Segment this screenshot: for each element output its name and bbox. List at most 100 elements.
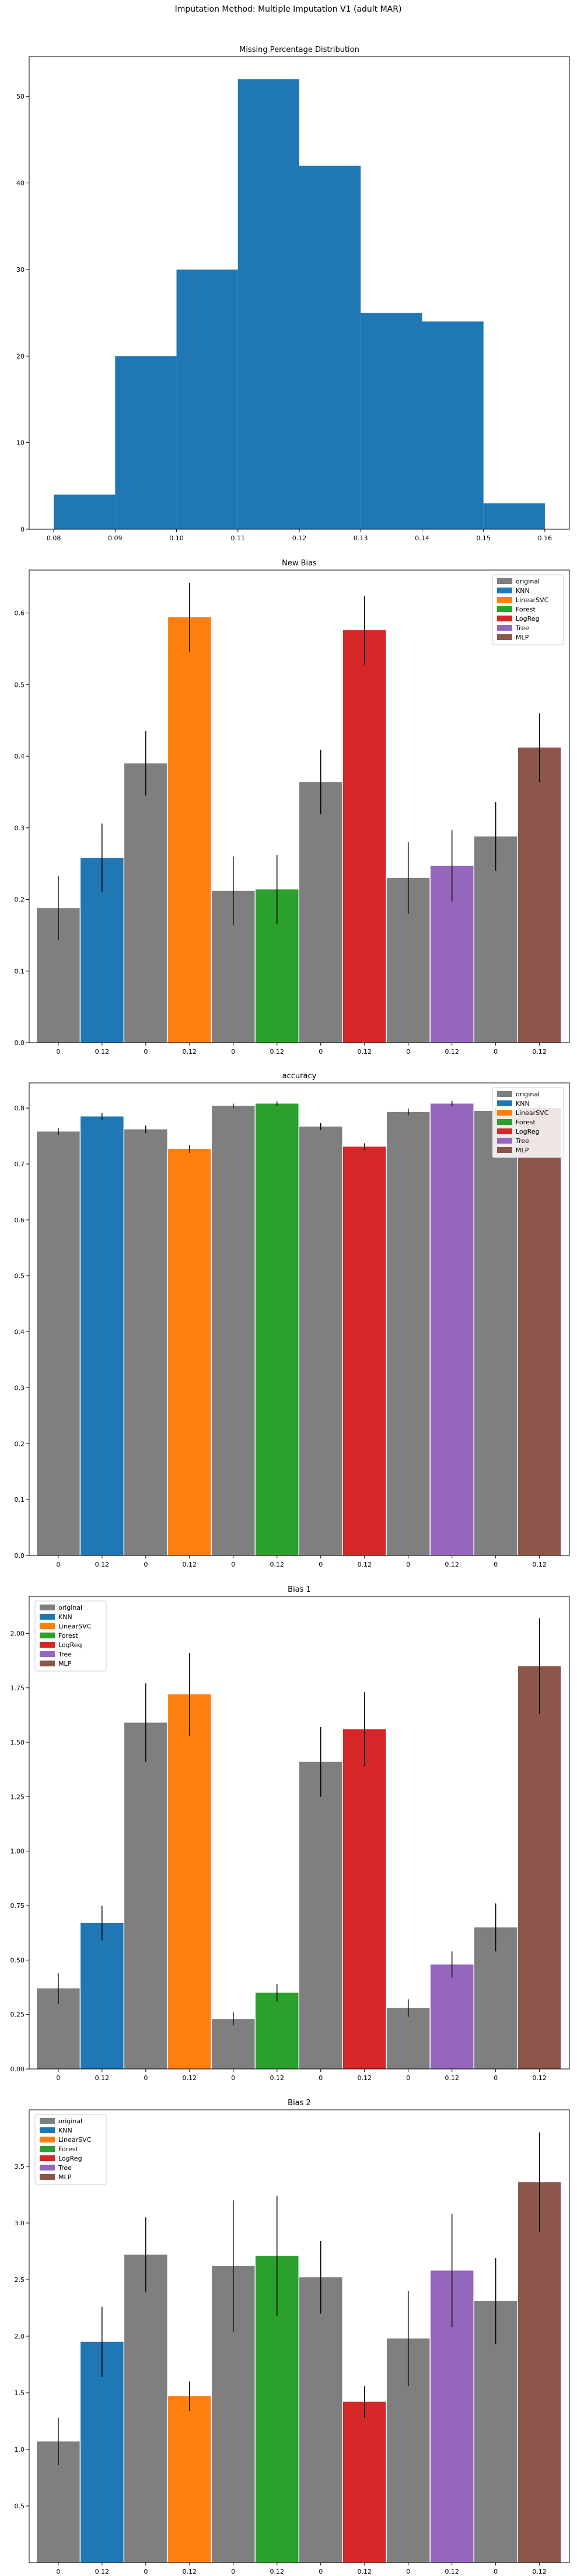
x-tick-label: 0.12: [357, 2568, 372, 2575]
legend-swatch: [497, 578, 512, 584]
legend-label: MLP: [58, 2173, 72, 2181]
x-tick-label: 0.15: [476, 534, 491, 542]
x-tick-label: 0: [144, 2074, 148, 2082]
x-tick-label: 0: [494, 2568, 498, 2575]
x-tick-label: 0.12: [357, 1561, 372, 1568]
bar-original: [124, 1722, 167, 2069]
x-tick-label: 0.12: [357, 1048, 372, 1055]
chart-title: Missing Percentage Distribution: [239, 46, 359, 54]
legend-label: LinearSVC: [58, 2136, 92, 2144]
x-tick-label: 0: [56, 2074, 60, 2082]
legend-label: KNN: [516, 587, 530, 595]
x-tick-label: 0.12: [95, 2568, 110, 2575]
bar-logreg: [342, 630, 386, 1043]
x-tick-label: 0: [406, 2074, 410, 2082]
y-tick-label: 0.5: [15, 1273, 25, 1280]
legend-swatch: [497, 1128, 512, 1134]
bar-linearsvc: [168, 2396, 211, 2563]
y-tick-label: 1.50: [11, 1739, 25, 1746]
bar-knn: [81, 1116, 124, 1556]
legend-swatch: [497, 1100, 512, 1106]
y-tick-label: 0.0: [15, 1039, 25, 1047]
legend-label: KNN: [58, 2127, 72, 2134]
y-tick-label: 0.0: [15, 1552, 25, 1560]
x-tick-label: 0.12: [183, 1561, 197, 1568]
bar-original: [212, 2019, 255, 2069]
y-tick-label: 50: [16, 93, 25, 100]
legend-label: Tree: [58, 2164, 72, 2172]
legend-swatch: [497, 1147, 512, 1153]
x-tick-label: 0: [406, 1048, 410, 1055]
y-tick-label: 1.75: [11, 1684, 25, 1692]
legend-swatch: [497, 606, 512, 612]
legend-swatch: [40, 1623, 55, 1629]
x-tick-label: 0.09: [108, 534, 123, 542]
x-tick-label: 0: [144, 1048, 148, 1055]
chart-0: Missing Percentage Distribution 0.08 0.09 0…: [16, 46, 570, 542]
y-tick-label: 0.50: [11, 1956, 25, 1964]
legend-swatch: [497, 1138, 512, 1144]
hist-bar: [176, 269, 238, 529]
bar-original: [124, 2255, 167, 2563]
x-tick-label: 0.10: [169, 534, 184, 542]
legend-label: Tree: [58, 1651, 72, 1658]
bar-mlp: [517, 747, 561, 1043]
legend-label: LinearSVC: [58, 1623, 92, 1630]
x-tick-label: 0: [319, 2074, 323, 2082]
x-tick-label: 0.12: [357, 2074, 372, 2082]
legend-swatch: [497, 634, 512, 640]
hist-bar: [361, 313, 422, 529]
y-tick-label: 2.0: [15, 2333, 25, 2340]
x-tick-label: 0.12: [445, 1048, 459, 1055]
x-tick-label: 0.12: [532, 2568, 547, 2575]
bar-forest: [256, 1993, 299, 2069]
x-tick-label: 0.12: [532, 1048, 547, 1055]
x-tick-label: 0.12: [292, 534, 307, 542]
x-tick-label: 0.12: [95, 1561, 110, 1568]
x-tick-label: 0.13: [354, 534, 368, 542]
chart-1: New Bias 0 0.12 0 0.12 0 0.12 0 0.12 0 0.12 0 0.12 0.…: [15, 559, 570, 1055]
legend-label: Forest: [58, 1632, 78, 1640]
legend-label: Forest: [58, 2145, 78, 2153]
bar-logreg: [342, 1729, 386, 2069]
x-tick-label: 0.12: [270, 1561, 285, 1568]
hist-bar: [54, 494, 116, 529]
legend-label: LogReg: [58, 2155, 82, 2162]
x-tick-label: 0: [144, 2568, 148, 2575]
x-tick-label: 0: [406, 1561, 410, 1568]
x-tick-label: 0: [319, 2568, 323, 2575]
x-tick-label: 0.12: [183, 1048, 197, 1055]
bar-original: [299, 782, 342, 1043]
bar-linearsvc: [168, 1149, 211, 1556]
bar-forest: [256, 1103, 299, 1556]
x-tick-label: 0.12: [183, 2074, 197, 2082]
legend-label: MLP: [516, 634, 529, 641]
bar-original: [474, 2301, 517, 2563]
legend-swatch: [40, 1633, 55, 1638]
y-tick-label: 20: [16, 352, 25, 360]
bar-original: [386, 1112, 430, 1556]
y-tick-label: 1.00: [11, 1848, 25, 1855]
bar-linearsvc: [168, 617, 211, 1043]
figure-title: Imputation Method: Multiple Imputation V…: [175, 5, 402, 14]
bar-original: [124, 1129, 167, 1556]
x-tick-label: 0.12: [532, 1561, 547, 1568]
x-tick-label: 0: [319, 1048, 323, 1055]
legend-swatch: [40, 2137, 55, 2142]
x-tick-label: 0.12: [532, 2074, 547, 2082]
x-tick-label: 0.11: [231, 534, 246, 542]
y-tick-label: 0.2: [15, 1440, 25, 1448]
bar-linearsvc: [168, 1694, 211, 2069]
x-tick-label: 0: [319, 1561, 323, 1568]
y-tick-label: 0.5: [15, 2502, 25, 2510]
legend-label: MLP: [516, 1147, 529, 1154]
x-tick-label: 0: [231, 1048, 235, 1055]
legend-label: LogReg: [58, 1641, 82, 1649]
y-tick-label: 0.75: [11, 1902, 25, 1910]
legend-label: Tree: [515, 624, 529, 632]
chart-title: Bias 1: [288, 1585, 311, 1594]
